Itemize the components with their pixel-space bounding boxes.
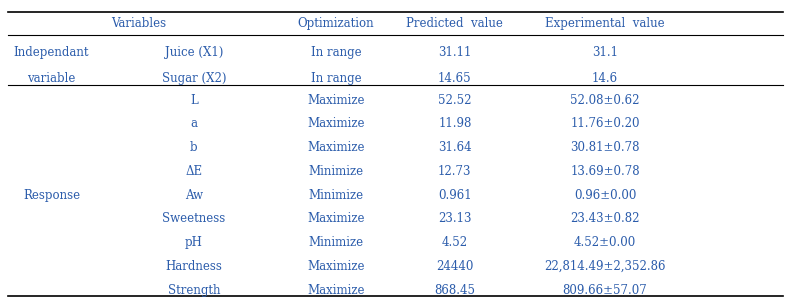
Text: 11.98: 11.98 bbox=[438, 117, 471, 130]
Text: 868.45: 868.45 bbox=[434, 284, 475, 297]
Text: Maximize: Maximize bbox=[308, 94, 365, 106]
Text: 4.52±0.00: 4.52±0.00 bbox=[574, 236, 636, 249]
Text: Minimize: Minimize bbox=[308, 236, 364, 249]
Text: 23.13: 23.13 bbox=[438, 213, 471, 225]
Text: 31.11: 31.11 bbox=[438, 46, 471, 59]
Text: Variables: Variables bbox=[111, 17, 166, 30]
Text: 22,814.49±2,352.86: 22,814.49±2,352.86 bbox=[544, 260, 666, 273]
Text: 14.65: 14.65 bbox=[438, 72, 471, 85]
Text: a: a bbox=[191, 117, 197, 130]
Text: pH: pH bbox=[185, 236, 202, 249]
Text: 52.08±0.62: 52.08±0.62 bbox=[570, 94, 640, 106]
Text: 31.64: 31.64 bbox=[438, 141, 471, 154]
Text: Sweetness: Sweetness bbox=[162, 213, 225, 225]
Text: Strength: Strength bbox=[168, 284, 220, 297]
Text: 31.1: 31.1 bbox=[592, 46, 618, 59]
Text: L: L bbox=[190, 94, 198, 106]
Text: 0.961: 0.961 bbox=[438, 189, 471, 202]
Text: 14.6: 14.6 bbox=[592, 72, 619, 85]
Text: 24440: 24440 bbox=[436, 260, 474, 273]
Text: Maximize: Maximize bbox=[308, 117, 365, 130]
Text: 809.66±57.07: 809.66±57.07 bbox=[562, 284, 648, 297]
Text: Minimize: Minimize bbox=[308, 165, 364, 178]
Text: Independant: Independant bbox=[13, 46, 89, 59]
Text: Maximize: Maximize bbox=[308, 141, 365, 154]
Text: Maximize: Maximize bbox=[308, 284, 365, 297]
Text: Aw: Aw bbox=[185, 189, 202, 202]
Text: In range: In range bbox=[311, 72, 361, 85]
Text: b: b bbox=[190, 141, 198, 154]
Text: 52.52: 52.52 bbox=[438, 94, 471, 106]
Text: 23.43±0.82: 23.43±0.82 bbox=[570, 213, 640, 225]
Text: Sugar (X2): Sugar (X2) bbox=[161, 72, 226, 85]
Text: 0.96±0.00: 0.96±0.00 bbox=[574, 189, 636, 202]
Text: 4.52: 4.52 bbox=[441, 236, 468, 249]
Text: Juice (X1): Juice (X1) bbox=[165, 46, 223, 59]
Text: ΔE: ΔE bbox=[185, 165, 202, 178]
Text: Response: Response bbox=[23, 189, 80, 202]
Text: 12.73: 12.73 bbox=[438, 165, 471, 178]
Text: Minimize: Minimize bbox=[308, 189, 364, 202]
Text: Maximize: Maximize bbox=[308, 213, 365, 225]
Text: 11.76±0.20: 11.76±0.20 bbox=[570, 117, 640, 130]
Text: Experimental  value: Experimental value bbox=[545, 17, 665, 30]
Text: Optimization: Optimization bbox=[298, 17, 374, 30]
Text: Predicted  value: Predicted value bbox=[407, 17, 503, 30]
Text: variable: variable bbox=[27, 72, 76, 85]
Text: 13.69±0.78: 13.69±0.78 bbox=[570, 165, 640, 178]
Text: Hardness: Hardness bbox=[165, 260, 222, 273]
Text: In range: In range bbox=[311, 46, 361, 59]
Text: 30.81±0.78: 30.81±0.78 bbox=[570, 141, 640, 154]
Text: Maximize: Maximize bbox=[308, 260, 365, 273]
